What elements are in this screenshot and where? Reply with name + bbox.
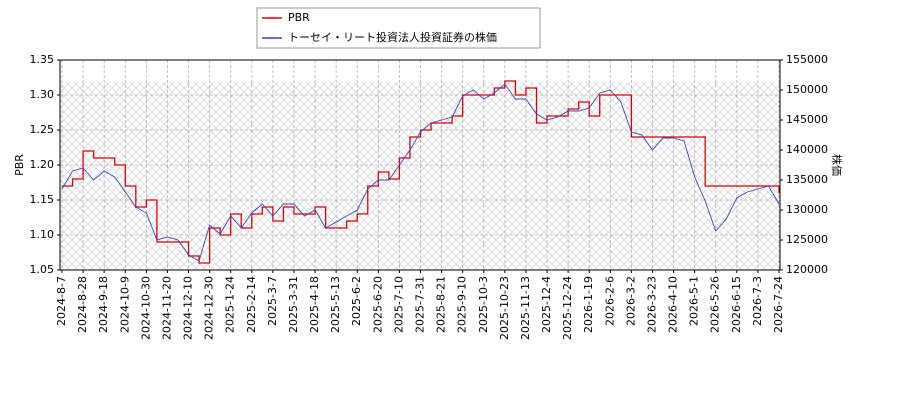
y-tick-label: 1.35 <box>30 53 55 66</box>
series-line <box>62 80 780 264</box>
y2-tick-label: 120000 <box>786 263 828 276</box>
x-tick-label: 2026-1-19 <box>582 276 595 333</box>
x-tick-label: 2026-5-1 <box>688 276 701 326</box>
y2-tick-label: 140000 <box>786 143 828 156</box>
x-tick-label: 2024-12-10 <box>182 276 195 340</box>
x-tick-label: 2024-11-20 <box>160 276 173 340</box>
x-tick-label: 2025-5-13 <box>329 276 342 333</box>
y2-tick-label: 125000 <box>786 233 828 246</box>
x-tick-label: 2025-2-14 <box>245 276 258 333</box>
x-tick-label: 2025-7-31 <box>414 276 427 333</box>
series-line <box>61 83 780 262</box>
x-tick-label: 2026-5-26 <box>709 276 722 333</box>
y2-tick-label: 130000 <box>786 203 828 216</box>
y-tick-label: 1.15 <box>30 193 55 206</box>
x-tick-label: 2025-12-4 <box>540 276 553 333</box>
x-tick-label: 2026-3-2 <box>624 276 637 326</box>
legend-label: PBR <box>288 11 310 24</box>
y2-tick-label: 155000 <box>786 53 828 66</box>
lines <box>61 80 780 264</box>
y2-tick-label: 135000 <box>786 173 828 186</box>
x-tick-label: 2025-8-21 <box>435 276 448 333</box>
x-tick-label: 2026-3-23 <box>645 276 658 333</box>
x-tick-label: 2025-10-3 <box>477 276 490 333</box>
legend-label: トーセイ・リート投資法人投資証券の株価 <box>288 30 497 44</box>
x-tick-label: 2025-11-13 <box>519 276 532 340</box>
x-tick-label: 2024-10-30 <box>139 276 152 340</box>
x-tick-label: 2026-7-3 <box>751 276 764 326</box>
y-axis-label: PBR <box>13 154 26 176</box>
x-tick-label: 2024-8-7 <box>55 276 68 326</box>
x-tick-label: 2025-4-18 <box>308 276 321 333</box>
x-tick-label: 2025-9-10 <box>456 276 469 333</box>
x-tick-label: 2026-4-10 <box>667 276 680 333</box>
x-tick-label: 2025-3-7 <box>266 276 279 326</box>
x-tick-label: 2025-12-24 <box>561 276 574 340</box>
y-tick-label: 1.25 <box>30 123 55 136</box>
x-tick-label: 2024-12-30 <box>203 276 216 340</box>
y-tick-label: 1.10 <box>30 228 55 241</box>
x-tick-label: 2024-8-28 <box>76 276 89 333</box>
x-tick-label: 2025-3-31 <box>287 276 300 333</box>
y-tick-label: 1.30 <box>30 88 55 101</box>
y2-axis-label: 株価 <box>830 154 844 176</box>
x-tick-label: 2025-6-2 <box>350 276 363 326</box>
x-tick-label: 2025-6-20 <box>371 276 384 333</box>
x-tick-label: 2025-10-23 <box>498 276 511 340</box>
x-tick-label: 2026-2-6 <box>603 276 616 326</box>
y2-tick-label: 150000 <box>786 83 828 96</box>
y-tick-label: 1.20 <box>30 158 55 171</box>
x-tick-label: 2026-7-24 <box>772 276 785 333</box>
x-tick-label: 2024-9-18 <box>97 276 110 333</box>
x-tick-label: 2025-1-24 <box>224 276 237 333</box>
x-tick-label: 2025-7-10 <box>392 276 405 333</box>
x-tick-label: 2024-10-9 <box>118 276 131 333</box>
legend <box>256 7 541 49</box>
hatch-band <box>60 82 780 270</box>
y2-tick-label: 145000 <box>786 113 828 126</box>
x-tick-label: 2026-6-15 <box>730 276 743 333</box>
y-tick-label: 1.05 <box>30 263 55 276</box>
